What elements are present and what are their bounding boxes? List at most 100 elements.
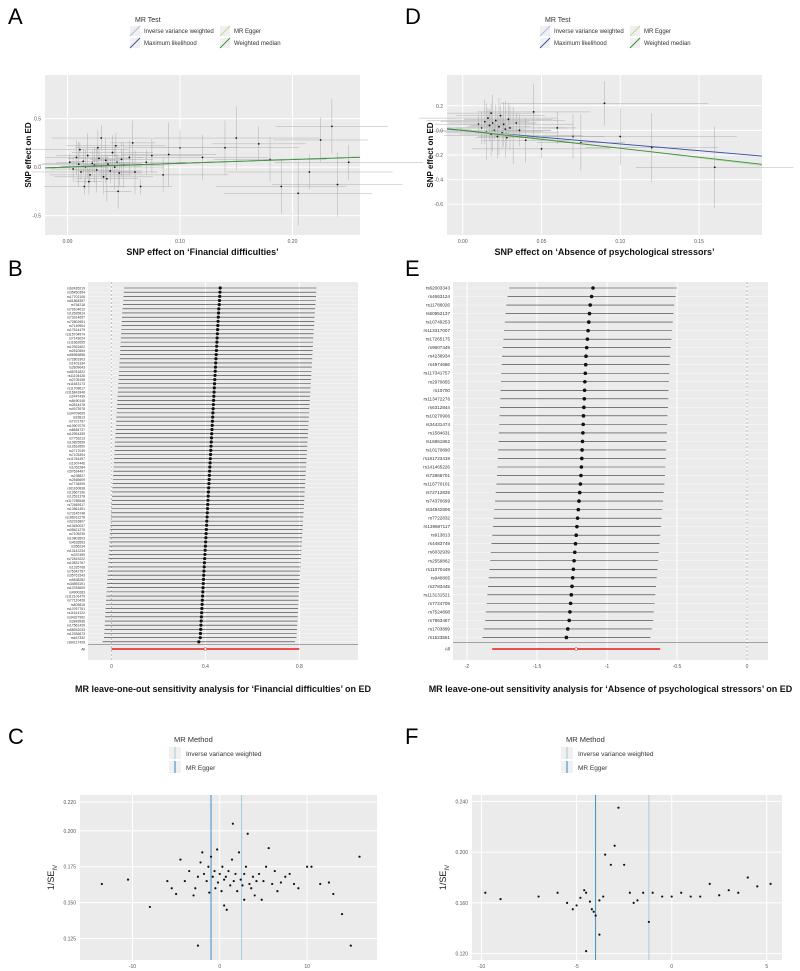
y-tick-label: 0.5: [34, 117, 41, 123]
data-point: [330, 125, 333, 128]
data-point: [524, 139, 527, 142]
data-point: [336, 183, 339, 186]
estimate-point: [203, 544, 207, 548]
estimate-point: [575, 524, 579, 529]
estimate-point: [210, 432, 214, 436]
estimate-point: [214, 361, 218, 365]
estimate-point: [199, 619, 203, 623]
data-point: [243, 898, 246, 901]
forest-panel-financial: 0 0.4 0.8rs62435219rs35450354rs17702108rs6…: [65, 282, 372, 694]
estimate-point: [585, 337, 590, 341]
legend-title: MR Test: [545, 17, 571, 24]
data-point: [483, 120, 486, 123]
estimate-point: [210, 419, 215, 423]
estimate-point: [570, 584, 574, 589]
data-point: [213, 869, 216, 873]
snp-label: rs356234: [71, 545, 85, 549]
estimate-point: [209, 436, 214, 440]
snp-label: rs11614122: [67, 611, 85, 615]
snp-label: rs2705158: [69, 378, 85, 382]
data-point: [75, 156, 78, 159]
data-point: [253, 894, 256, 897]
snp-label: rs4483749: [428, 541, 450, 546]
estimate-point: [213, 369, 217, 373]
data-point: [490, 112, 492, 115]
data-point: [207, 865, 210, 868]
estimate-point: [208, 465, 212, 469]
data-point: [588, 900, 592, 903]
snp-label: rs10825559: [67, 441, 85, 445]
data-point: [518, 129, 521, 132]
data-point: [718, 894, 721, 897]
snp-label: rs11643173: [67, 382, 85, 386]
all-estimate-point: [574, 647, 578, 651]
y-tick-label: 0.200: [455, 850, 468, 856]
data-point: [628, 891, 631, 894]
estimate-point: [209, 444, 213, 448]
snp-label: rs34893191: [67, 582, 85, 586]
snp-label: rs34327992: [67, 615, 85, 619]
estimate-point: [205, 515, 209, 519]
scatter-panel-stressors: MR Test Inverse variance weighted Maximum …: [418, 17, 794, 257]
estimate-point: [217, 298, 222, 303]
estimate-point: [211, 407, 215, 411]
snp-label: rs73314657: [67, 316, 85, 320]
data-point: [114, 144, 117, 147]
estimate-point: [211, 415, 215, 419]
snp-label: rs647332: [71, 636, 85, 640]
estimate-point: [583, 362, 588, 367]
snp-label: rs117255548: [65, 499, 85, 503]
data-point: [139, 185, 142, 188]
snp-label: rs1907446: [69, 461, 85, 465]
data-point: [306, 865, 309, 868]
snp-label: rs58932033: [67, 628, 85, 632]
data-point: [264, 865, 268, 868]
x-tick-label: -1: [605, 664, 610, 670]
data-point: [491, 122, 494, 124]
estimate-point: [566, 627, 570, 631]
snp-label: rs337499: [71, 553, 85, 557]
y-tick-label: 0.160: [455, 901, 468, 907]
data-point: [273, 869, 276, 873]
panel-letter-e: E: [405, 256, 420, 281]
estimate-point: [211, 411, 215, 415]
data-point: [80, 171, 82, 173]
data-point: [613, 844, 616, 847]
data-point: [246, 832, 249, 835]
estimate-point: [568, 601, 573, 606]
estimate-point: [576, 507, 581, 512]
snp-label: rs4633553: [69, 540, 85, 544]
estimate-point: [580, 448, 584, 452]
data-point: [347, 161, 350, 164]
snp-label: rs60117429: [67, 640, 85, 644]
legend-key-line: [629, 37, 641, 49]
estimate-point: [214, 348, 219, 353]
estimate-point: [574, 533, 578, 537]
x-tick-label: 5: [765, 964, 768, 970]
regression-line: [446, 128, 763, 165]
data-point: [579, 896, 582, 899]
snp-label: rs2447439: [69, 395, 85, 399]
data-point: [746, 876, 749, 879]
data-point: [499, 897, 502, 901]
snp-label: rs34942806: [426, 507, 451, 512]
y-tick-label: -0.2: [434, 153, 443, 159]
snp-label: rs62435219: [67, 287, 85, 291]
data-point: [230, 858, 234, 861]
data-point: [592, 910, 595, 913]
snp-label: rs8490148: [69, 399, 85, 403]
snp-label: rs117341757: [424, 371, 451, 376]
data-point: [201, 156, 204, 159]
snp-label: rs2970855: [428, 379, 450, 384]
data-point: [78, 148, 81, 151]
data-point: [358, 855, 361, 858]
snp-label: rs11764497: [67, 457, 85, 461]
estimate-point: [567, 618, 571, 623]
data-point: [632, 901, 635, 904]
snp-label: rs113472276: [424, 396, 451, 401]
x-tick-label: 0.4: [202, 664, 209, 670]
estimate-point: [204, 540, 208, 544]
legend-label: MR Egger: [186, 765, 216, 772]
snp-label: rs10767751: [67, 607, 85, 611]
